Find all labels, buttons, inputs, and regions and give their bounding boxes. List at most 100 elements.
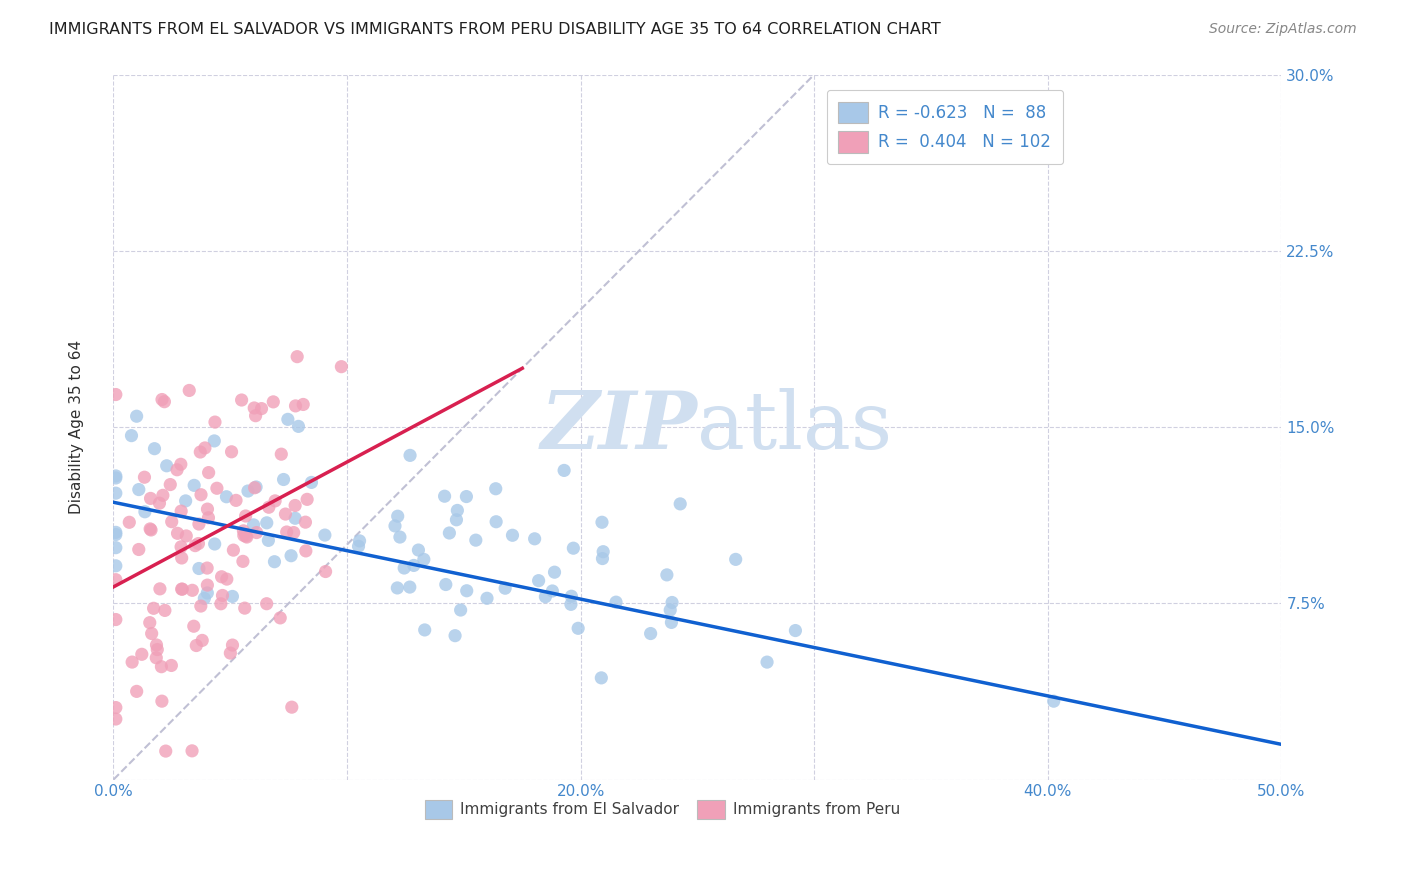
Point	[232, 524, 254, 538]
Point	[408, 543, 430, 558]
Point	[152, 488, 174, 502]
Point	[141, 626, 163, 640]
Point	[150, 694, 173, 708]
Point	[591, 516, 613, 530]
Point	[257, 533, 280, 548]
Point	[172, 582, 194, 596]
Point	[245, 480, 267, 494]
Point	[246, 525, 269, 540]
Point	[181, 583, 204, 598]
Point	[225, 493, 247, 508]
Point	[195, 561, 218, 575]
Point	[142, 601, 165, 615]
Point	[494, 581, 516, 595]
Point	[194, 441, 217, 455]
Point	[485, 515, 508, 529]
Point	[149, 582, 172, 596]
Point	[661, 615, 683, 630]
Point	[104, 387, 127, 401]
Point	[605, 595, 627, 609]
Point	[387, 509, 409, 524]
Point	[444, 629, 467, 643]
Point	[187, 536, 209, 550]
Point	[204, 415, 226, 429]
Point	[402, 558, 425, 573]
Point	[257, 500, 280, 515]
Point	[211, 589, 233, 603]
Point	[160, 658, 183, 673]
Point	[785, 624, 807, 638]
Point	[156, 458, 179, 473]
Point	[523, 532, 546, 546]
Point	[294, 515, 316, 529]
Point	[464, 533, 486, 548]
Point	[446, 503, 468, 517]
Point	[527, 574, 550, 588]
Point	[204, 537, 226, 551]
Point	[139, 523, 162, 537]
Legend: Immigrants from El Salvador, Immigrants from Peru: Immigrants from El Salvador, Immigrants …	[419, 794, 905, 825]
Point	[287, 419, 309, 434]
Point	[197, 466, 219, 480]
Point	[235, 508, 257, 523]
Point	[384, 519, 406, 533]
Y-axis label: Disability Age 35 to 64: Disability Age 35 to 64	[69, 340, 84, 514]
Point	[387, 581, 409, 595]
Point	[232, 528, 254, 542]
Point	[450, 603, 472, 617]
Point	[221, 638, 243, 652]
Point	[295, 492, 318, 507]
Point	[181, 744, 204, 758]
Point	[160, 515, 183, 529]
Point	[283, 525, 305, 540]
Point	[183, 619, 205, 633]
Point	[134, 470, 156, 484]
Point	[562, 541, 585, 556]
Text: Source: ZipAtlas.com: Source: ZipAtlas.com	[1209, 22, 1357, 37]
Point	[274, 507, 297, 521]
Point	[183, 478, 205, 492]
Point	[262, 395, 284, 409]
Point	[128, 483, 150, 497]
Point	[150, 392, 173, 407]
Point	[139, 491, 162, 506]
Point	[655, 567, 678, 582]
Point	[456, 490, 478, 504]
Point	[567, 621, 589, 635]
Point	[236, 483, 259, 498]
Point	[104, 527, 127, 541]
Point	[186, 639, 208, 653]
Point	[145, 638, 167, 652]
Point	[661, 595, 683, 609]
Point	[245, 409, 267, 423]
Point	[104, 541, 127, 555]
Point	[104, 573, 127, 587]
Point	[179, 384, 201, 398]
Point	[413, 623, 436, 637]
Point	[128, 542, 150, 557]
Point	[134, 505, 156, 519]
Point	[543, 565, 565, 579]
Point	[174, 529, 197, 543]
Point	[104, 471, 127, 485]
Point	[534, 590, 557, 604]
Point	[314, 528, 336, 542]
Point	[250, 401, 273, 416]
Point	[242, 517, 264, 532]
Point	[485, 482, 508, 496]
Point	[205, 481, 228, 495]
Point	[215, 572, 238, 586]
Point	[221, 590, 243, 604]
Point	[121, 655, 143, 669]
Point	[591, 551, 613, 566]
Point	[434, 577, 457, 591]
Point	[159, 477, 181, 491]
Point	[233, 601, 256, 615]
Point	[166, 463, 188, 477]
Point	[104, 525, 127, 540]
Point	[232, 554, 254, 568]
Point	[235, 529, 257, 543]
Point	[104, 486, 127, 500]
Point	[347, 539, 370, 553]
Point	[188, 445, 211, 459]
